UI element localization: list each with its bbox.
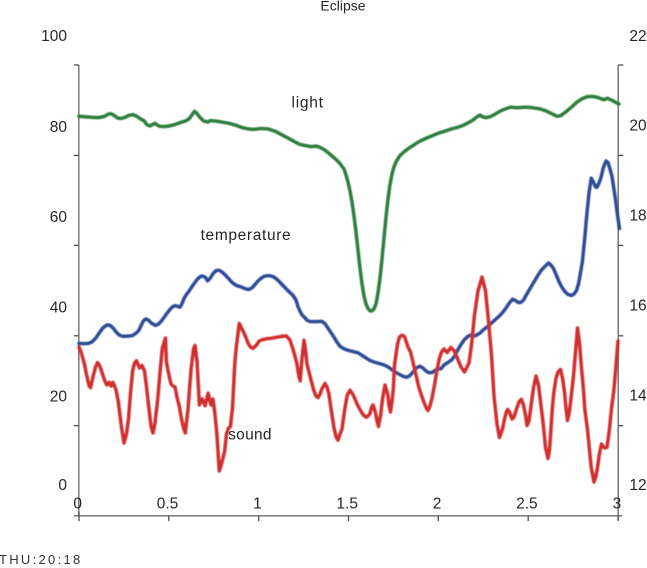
svg-text:100: 100 (41, 28, 67, 45)
svg-text:12: 12 (629, 477, 646, 494)
svg-text:THU:20:18: THU:20:18 (0, 552, 83, 567)
svg-text:light: light (292, 95, 324, 112)
svg-text:2: 2 (433, 495, 442, 512)
svg-text:18: 18 (629, 208, 646, 225)
svg-text:2.5: 2.5 (516, 495, 538, 512)
svg-text:16: 16 (629, 298, 646, 315)
svg-text:14: 14 (629, 387, 647, 404)
svg-text:0.5: 0.5 (157, 495, 179, 512)
svg-text:1: 1 (253, 495, 262, 512)
svg-text:40: 40 (50, 299, 68, 316)
svg-text:22: 22 (629, 28, 646, 45)
svg-text:0: 0 (58, 477, 67, 494)
svg-text:1.5: 1.5 (336, 495, 358, 512)
svg-text:Eclipse: Eclipse (320, 0, 365, 14)
svg-text:60: 60 (50, 209, 68, 226)
svg-text:20: 20 (629, 118, 647, 135)
svg-text:temperature: temperature (201, 227, 292, 244)
svg-text:sound: sound (228, 427, 272, 444)
svg-text:20: 20 (50, 388, 68, 405)
svg-text:80: 80 (50, 119, 68, 136)
svg-text:0: 0 (73, 495, 82, 512)
svg-text:3: 3 (613, 495, 622, 512)
